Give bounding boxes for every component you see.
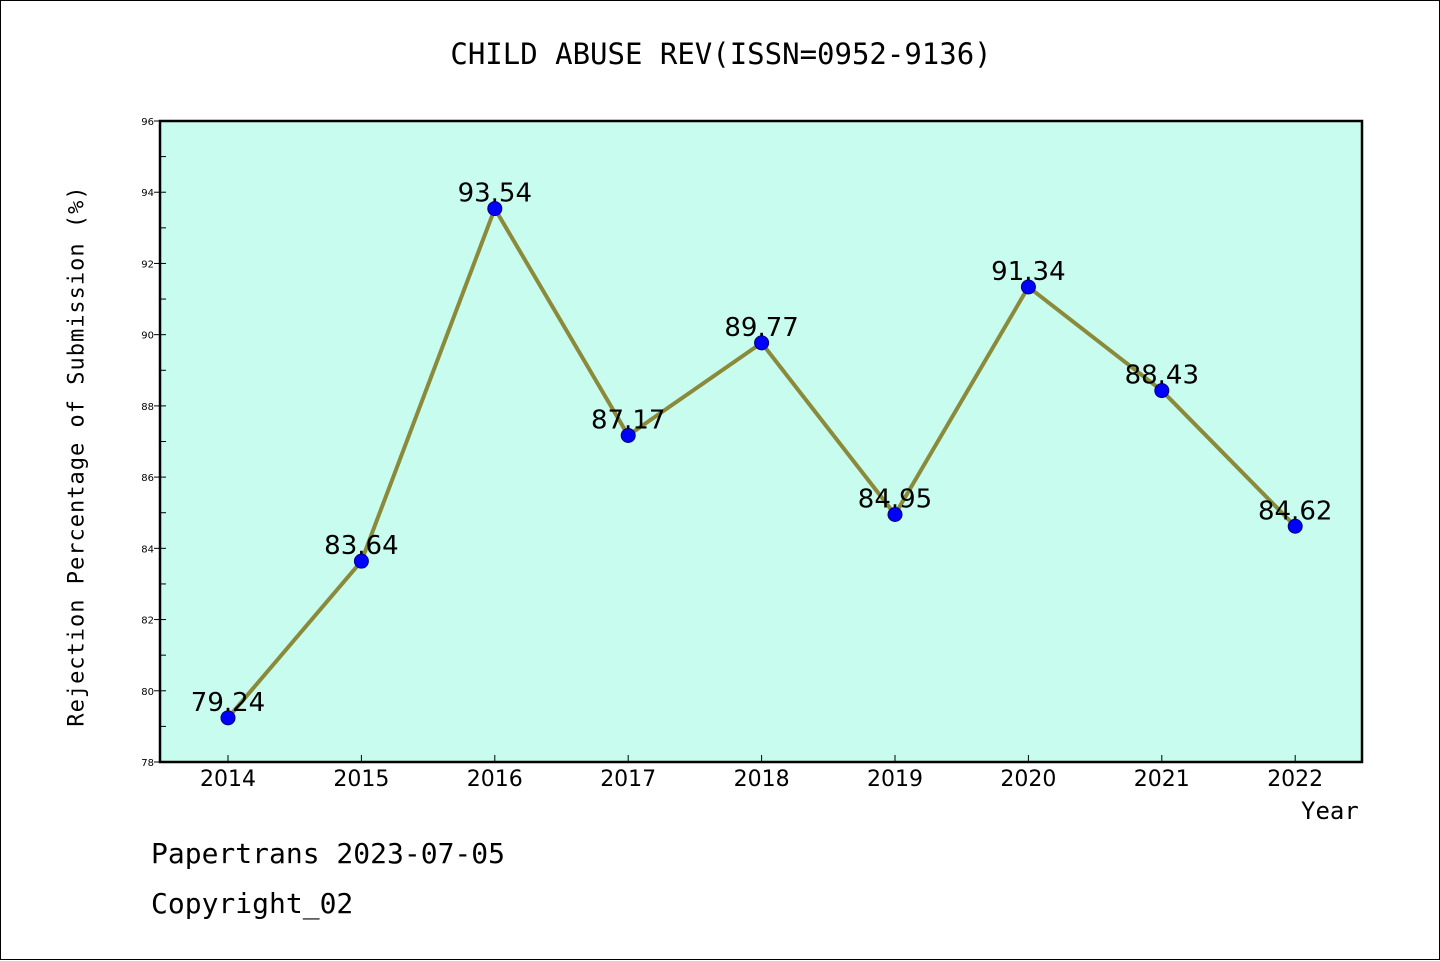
y-tick-label: 84: [141, 544, 154, 555]
data-point: [887, 507, 903, 523]
data-label: 83.64: [324, 531, 398, 561]
x-axis: 2014 2015 2016 2017 2018 2019 2020 2021 2022: [200, 755, 1323, 792]
data-point: [353, 553, 369, 569]
y-tick-label: 88: [141, 402, 154, 413]
x-tick-label: 2014: [200, 767, 256, 792]
x-tick-label: 2020: [1000, 767, 1056, 792]
data-label: 88.43: [1125, 361, 1199, 391]
y-tick-label: 82: [141, 616, 154, 627]
footer-credit: Papertrans 2023-07-05: [151, 837, 506, 870]
x-tick-label: 2017: [600, 767, 656, 792]
data-point: [620, 427, 636, 443]
data-label: 89.77: [724, 313, 798, 343]
data-label: 84.62: [1258, 496, 1332, 526]
y-tick-label: 80: [141, 687, 154, 698]
data-point: [1020, 279, 1036, 295]
data-label: 87.17: [591, 405, 665, 435]
plot-background: [160, 121, 1362, 762]
data-point: [1287, 518, 1303, 534]
chart-title: CHILD ABUSE REV(ISSN=0952-9136): [450, 37, 992, 71]
x-tick-label: 2021: [1134, 767, 1190, 792]
x-tick-label: 2022: [1267, 767, 1323, 792]
y-tick-label: 78: [141, 758, 154, 769]
x-tick-label: 2018: [734, 767, 790, 792]
x-tick-label: 2015: [333, 767, 389, 792]
data-label: 84.95: [858, 485, 932, 515]
data-labels: 79.24 83.64 93.54 87.17 89.77 84.95 91.34 88.43…: [191, 179, 1333, 718]
y-tick-label: 90: [141, 331, 154, 342]
data-label: 79.24: [191, 688, 265, 718]
data-point: [754, 335, 770, 351]
y-tick-label: 92: [141, 259, 154, 270]
y-tick-label: 86: [141, 473, 154, 484]
x-axis-label: Year: [1301, 797, 1359, 825]
y-tick-label: 94: [141, 188, 154, 199]
y-tick-label: 96: [141, 117, 154, 128]
footer-copyright: Copyright_02: [151, 887, 354, 920]
plot-frame: [158, 119, 1364, 764]
series-markers: [220, 201, 1303, 726]
data-point: [220, 710, 236, 726]
x-tick-label: 2016: [467, 767, 523, 792]
data-label: 93.54: [458, 179, 532, 209]
data-point: [1154, 383, 1170, 399]
data-point: [487, 201, 503, 217]
data-label: 91.34: [991, 257, 1065, 287]
x-tick-label: 2019: [867, 767, 923, 792]
